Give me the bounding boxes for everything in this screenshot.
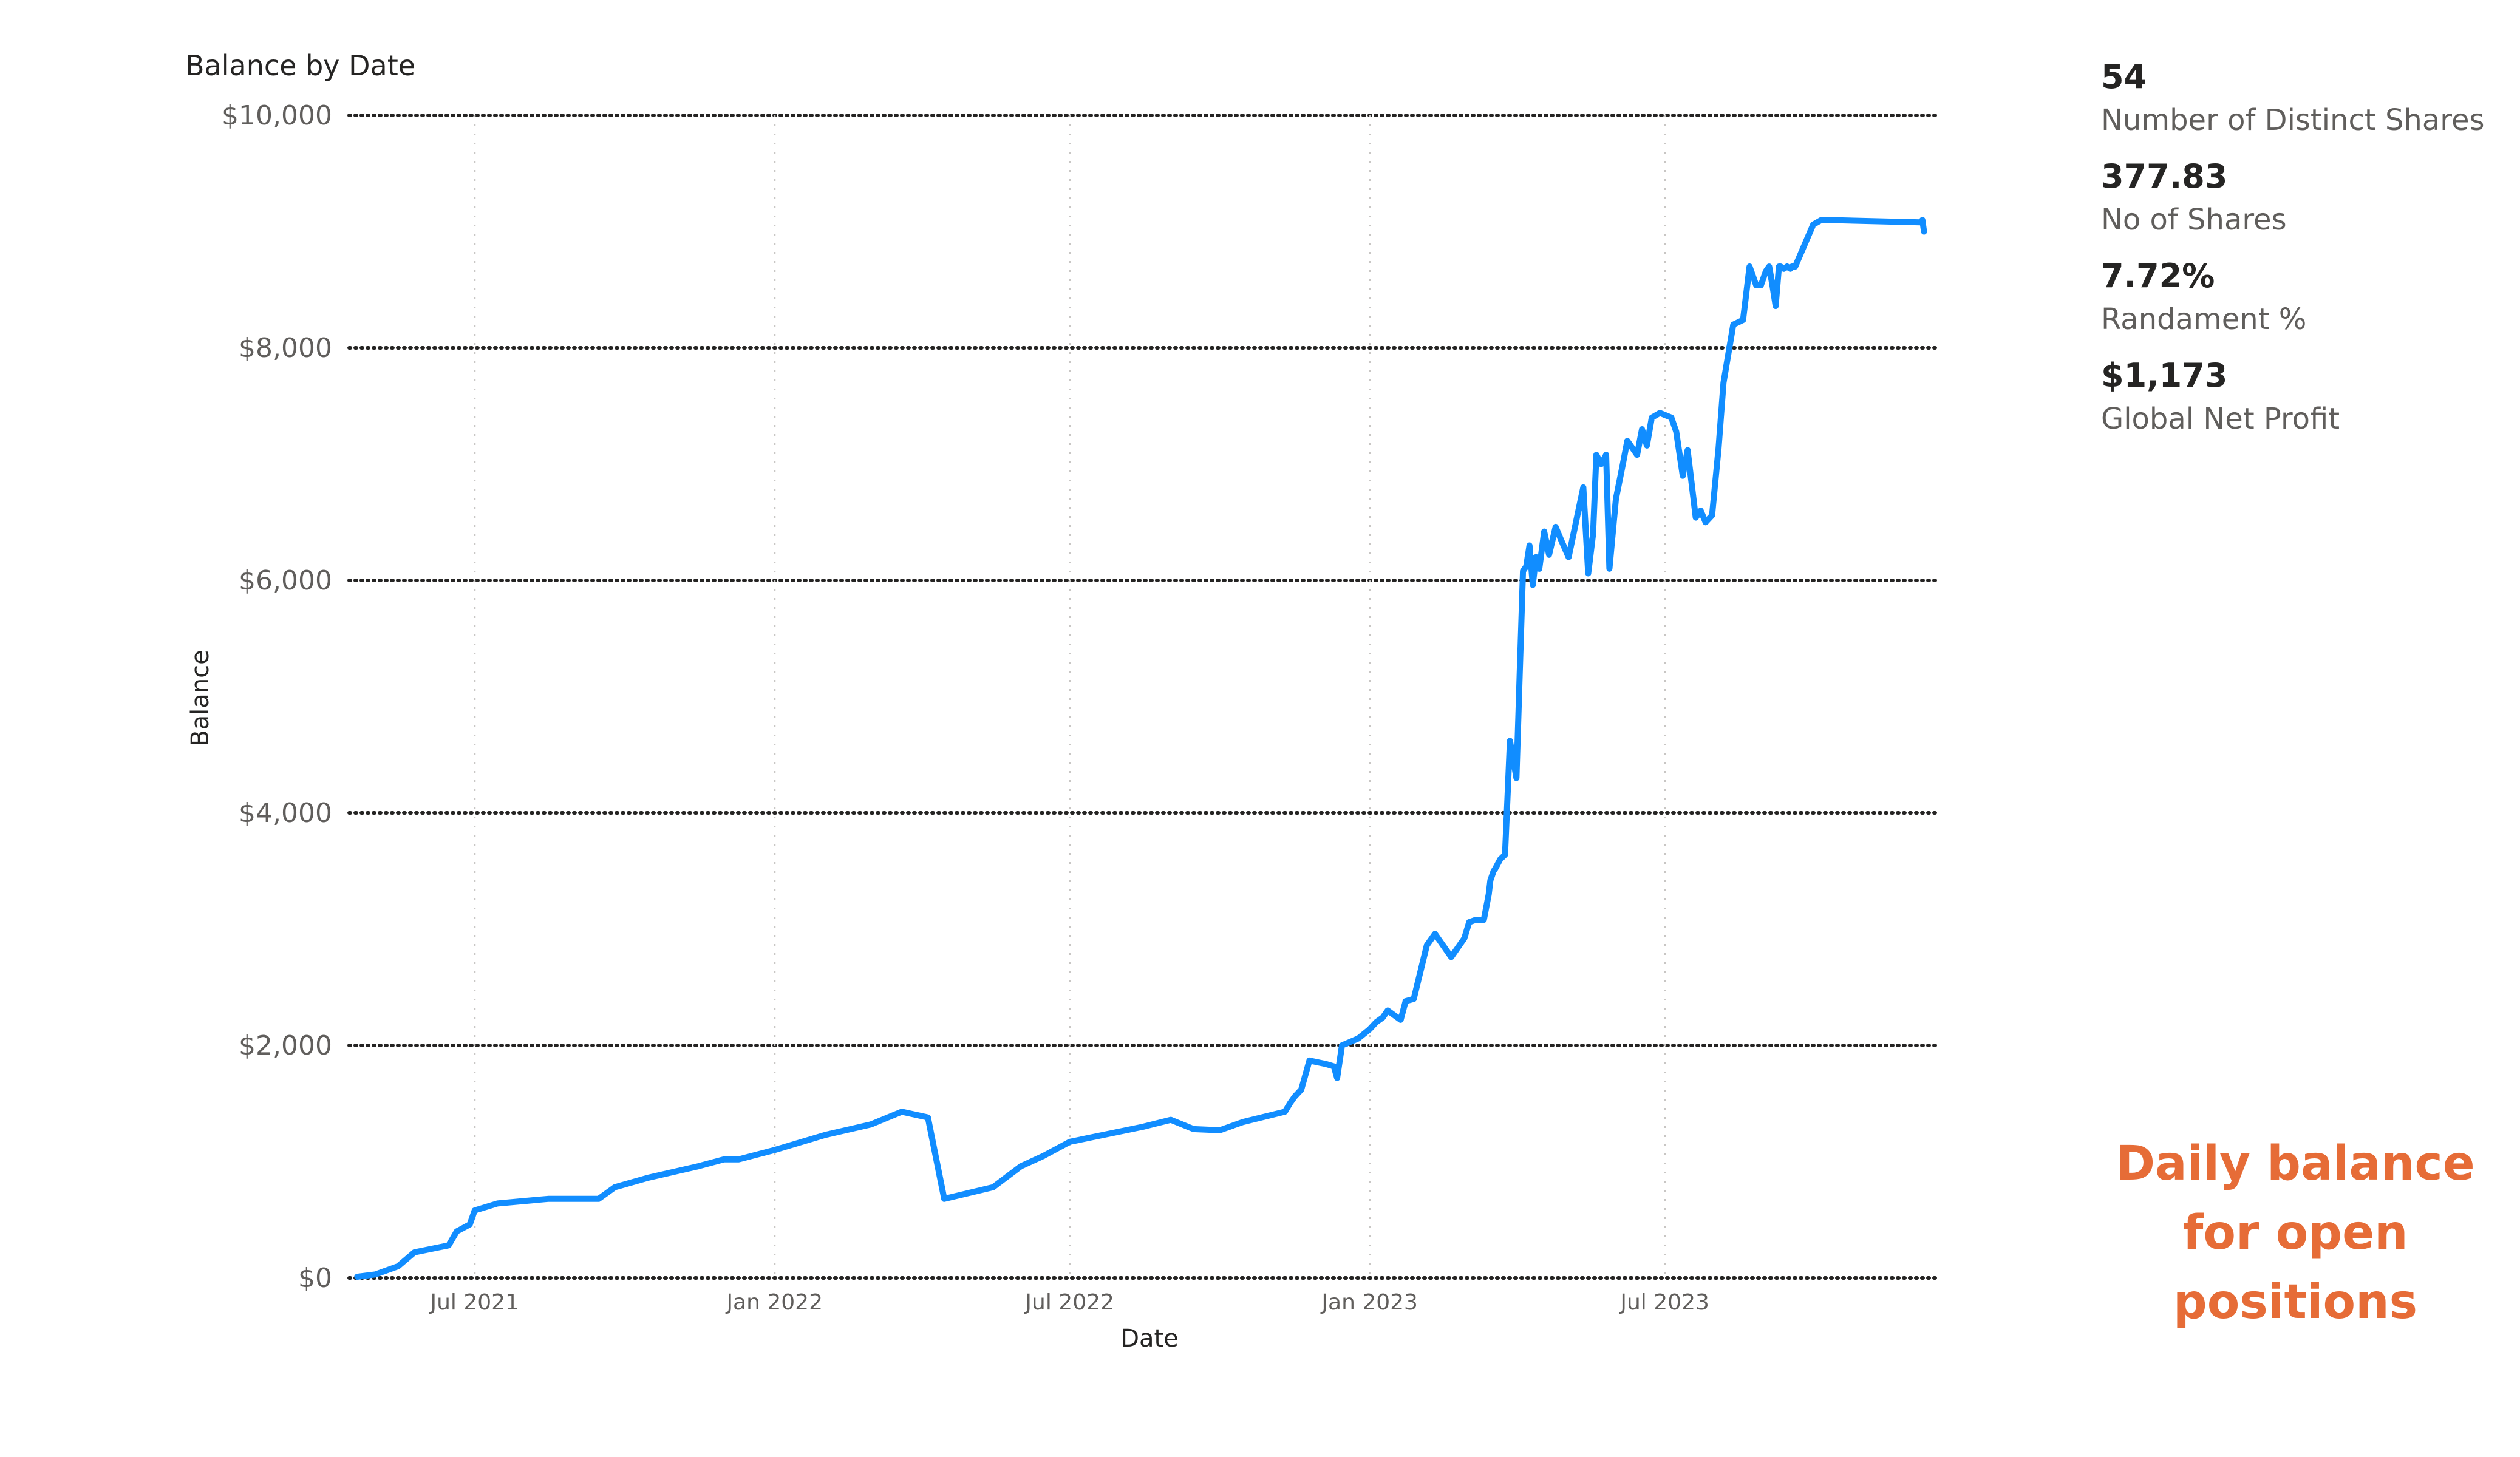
balance-line	[354, 217, 1927, 1280]
y-tick-label: $10,000	[222, 100, 332, 131]
kpi-card-distinct-shares: 54 Number of Distinct Shares	[2101, 55, 2502, 141]
y-tick-label: $2,000	[239, 1030, 332, 1061]
annotation-note: Daily balance for open positions	[2065, 1129, 2520, 1337]
note-line: for open	[2182, 1206, 2408, 1260]
chart-title: Balance by Date	[185, 49, 415, 82]
kpi-label: Global Net Profit	[2101, 402, 2340, 436]
y-axis-title: Balance	[186, 650, 214, 747]
kpi-value: 54	[2101, 58, 2147, 96]
kpi-card-no-of-shares: 377.83 No of Shares	[2101, 154, 2502, 240]
x-tick-label: Jul 2021	[429, 1290, 519, 1315]
y-tick-label: $4,000	[239, 798, 332, 829]
balance-series	[354, 217, 1927, 1280]
x-tick-label: Jan 2022	[725, 1290, 823, 1315]
x-tick-label: Jul 2022	[1024, 1290, 1114, 1315]
gridlines	[347, 114, 1939, 1280]
x-tick-label: Jan 2023	[1320, 1290, 1418, 1315]
y-tick-label: $0	[298, 1263, 332, 1294]
note-line: positions	[2173, 1275, 2418, 1330]
y-tick-label: $8,000	[239, 333, 332, 364]
kpi-label: Number of Distinct Shares	[2101, 103, 2485, 137]
kpi-cards: 54 Number of Distinct Shares 377.83 No o…	[2101, 55, 2502, 453]
kpi-value: $1,173	[2101, 356, 2228, 395]
x-gridlines	[474, 115, 1666, 1278]
kpi-card-randament: 7.72% Randament %	[2101, 254, 2502, 340]
kpi-card-global-net-profit: $1,173 Global Net Profit	[2101, 353, 2502, 440]
kpi-value: 7.72%	[2101, 257, 2215, 295]
kpi-value: 377.83	[2101, 157, 2228, 195]
kpi-label: No of Shares	[2101, 203, 2287, 237]
y-tick-label: $6,000	[239, 565, 332, 596]
x-axis-title: Date	[1120, 1325, 1179, 1353]
kpi-label: Randament %	[2101, 302, 2307, 336]
y-axis-ticks: $0 $2,000 $4,000 $6,000 $8,000 $10,000	[222, 100, 332, 1294]
x-axis-ticks: Jul 2021 Jan 2022 Jul 2022 Jan 2023 Jul 2023	[429, 1290, 1709, 1315]
note-line: Daily balance	[2116, 1136, 2475, 1191]
x-tick-label: Jul 2023	[1619, 1290, 1709, 1315]
